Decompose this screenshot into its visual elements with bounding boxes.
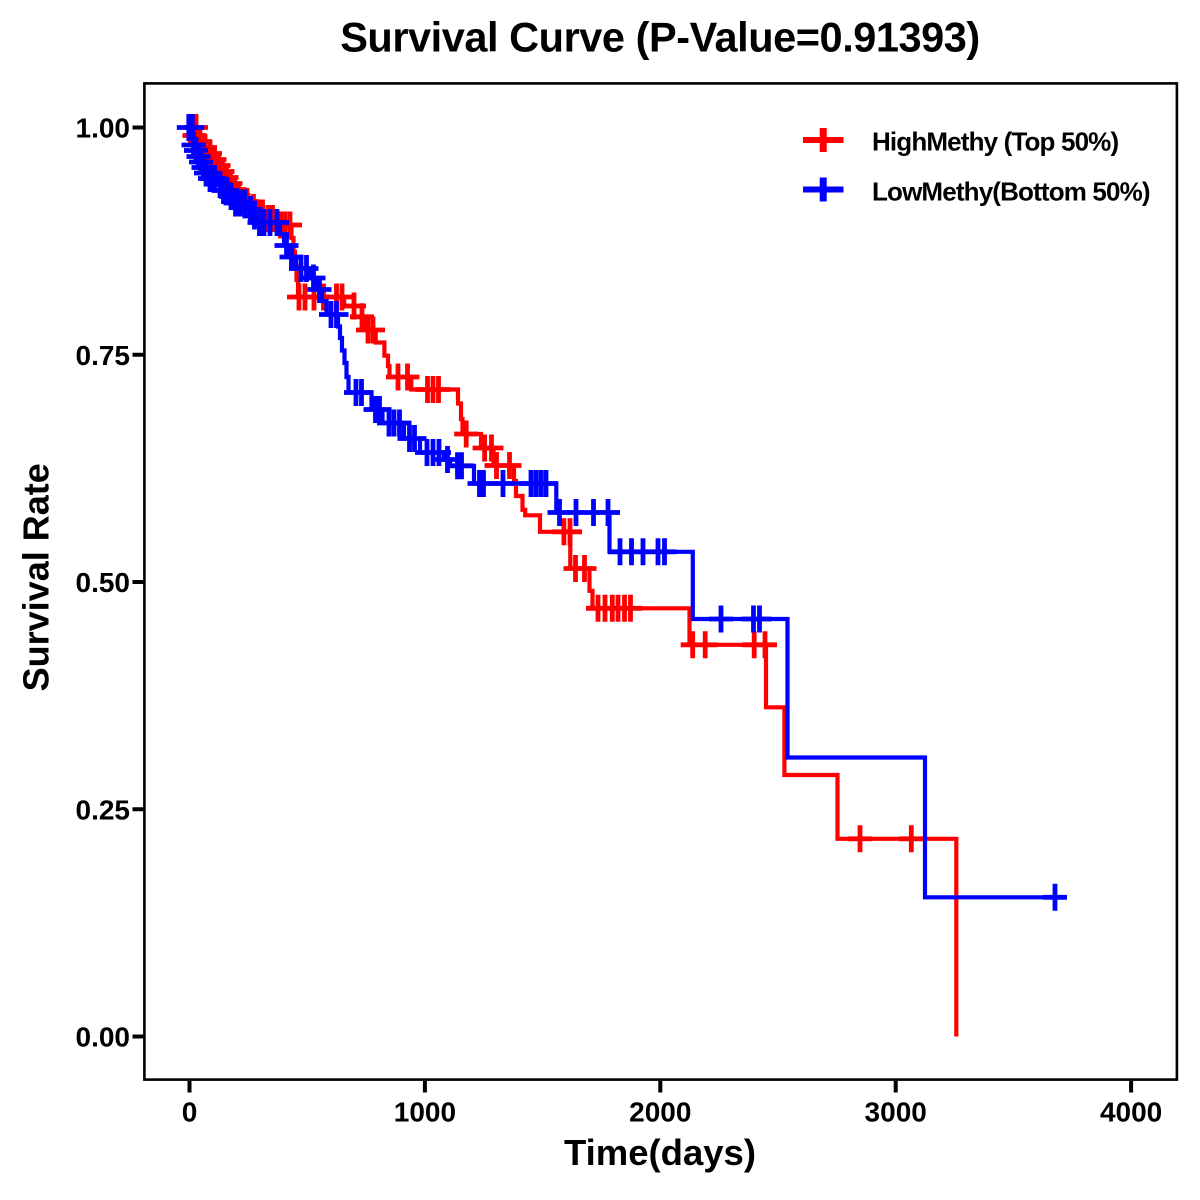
svg-text:3000: 3000 xyxy=(865,1097,927,1128)
svg-text:4000: 4000 xyxy=(1100,1097,1162,1128)
svg-text:1000: 1000 xyxy=(394,1097,456,1128)
svg-text:0: 0 xyxy=(182,1097,198,1128)
svg-text:0.75: 0.75 xyxy=(76,340,131,371)
svg-text:1.00: 1.00 xyxy=(76,113,131,144)
svg-text:Survival Curve (P-Value=0.9139: Survival Curve (P-Value=0.91393) xyxy=(340,14,980,61)
svg-text:2000: 2000 xyxy=(629,1097,691,1128)
svg-text:0.25: 0.25 xyxy=(76,794,131,825)
svg-text:Time(days): Time(days) xyxy=(564,1132,756,1173)
svg-text:Survival Rate: Survival Rate xyxy=(16,463,57,691)
svg-text:LowMethy(Bottom 50%): LowMethy(Bottom 50%) xyxy=(872,176,1150,206)
svg-text:0.50: 0.50 xyxy=(76,567,131,598)
svg-text:HighMethy (Top 50%): HighMethy (Top 50%) xyxy=(872,127,1118,157)
svg-text:0.00: 0.00 xyxy=(76,1022,131,1053)
